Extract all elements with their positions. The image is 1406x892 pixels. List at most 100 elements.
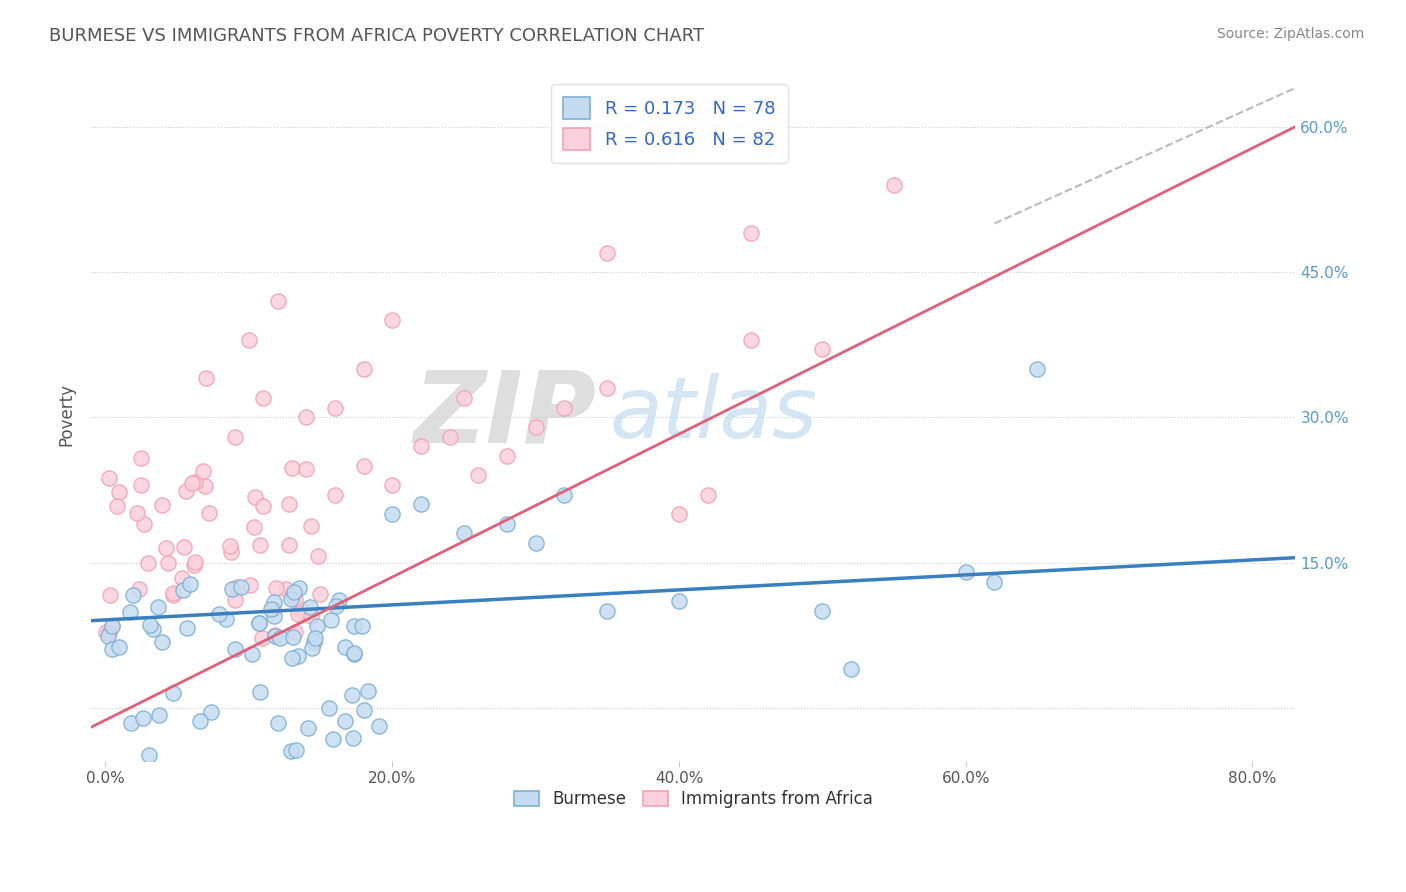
Point: [524, 536, 547, 550]
Point: [353, 361, 375, 376]
Point: [284, 592, 307, 607]
Point: [136, 556, 159, 570]
Point: [224, 642, 246, 657]
Point: [278, 497, 301, 511]
Point: [350, 619, 373, 633]
Point: [263, 595, 285, 609]
Point: [335, 640, 357, 654]
Point: [194, 479, 217, 493]
Point: [297, 721, 319, 735]
Point: [305, 618, 328, 632]
Point: [94, 625, 117, 640]
Point: [219, 539, 242, 553]
Point: [301, 640, 323, 655]
Point: [983, 574, 1005, 589]
Point: [295, 410, 318, 425]
Point: [453, 391, 475, 405]
Point: [252, 631, 274, 645]
Point: [1026, 361, 1049, 376]
Point: [240, 647, 263, 661]
Point: [249, 538, 271, 552]
Text: Source: ZipAtlas.com: Source: ZipAtlas.com: [1216, 27, 1364, 41]
Point: [367, 719, 389, 733]
Point: [108, 485, 131, 500]
Point: [198, 506, 221, 520]
Point: [343, 648, 366, 662]
Point: [138, 618, 160, 632]
Point: [150, 498, 173, 512]
Point: [267, 716, 290, 731]
Point: [281, 460, 304, 475]
Point: [174, 483, 197, 498]
Point: [287, 607, 309, 621]
Point: [243, 520, 266, 534]
Point: [247, 615, 270, 630]
Point: [955, 565, 977, 579]
Point: [496, 449, 519, 463]
Point: [263, 609, 285, 624]
Point: [298, 599, 321, 614]
Point: [295, 462, 318, 476]
Point: [142, 622, 165, 636]
Point: [280, 744, 302, 758]
Point: [264, 628, 287, 642]
Point: [381, 313, 404, 327]
Point: [101, 642, 124, 657]
Text: atlas: atlas: [609, 373, 817, 457]
Point: [553, 488, 575, 502]
Point: [269, 632, 291, 646]
Point: [224, 429, 246, 443]
Point: [156, 556, 179, 570]
Point: [243, 490, 266, 504]
Point: [221, 545, 243, 559]
Point: [668, 507, 690, 521]
Point: [247, 615, 270, 630]
Point: [668, 594, 690, 608]
Point: [101, 619, 124, 633]
Point: [285, 742, 308, 756]
Point: [811, 343, 834, 357]
Point: [281, 588, 304, 602]
Point: [281, 651, 304, 665]
Point: [128, 582, 150, 596]
Point: [409, 439, 432, 453]
Point: [122, 588, 145, 602]
Point: [696, 488, 718, 502]
Point: [183, 555, 205, 569]
Point: [453, 526, 475, 541]
Point: [148, 600, 170, 615]
Point: [524, 420, 547, 434]
Point: [323, 488, 346, 502]
Point: [262, 602, 284, 616]
Point: [162, 686, 184, 700]
Point: [224, 593, 246, 607]
Point: [287, 648, 309, 663]
Point: [353, 703, 375, 717]
Point: [342, 731, 364, 746]
Point: [284, 624, 307, 639]
Point: [553, 401, 575, 415]
Point: [381, 507, 404, 521]
Point: [179, 577, 201, 591]
Point: [188, 714, 211, 729]
Y-axis label: Poverty: Poverty: [58, 384, 75, 446]
Point: [319, 613, 342, 627]
Point: [299, 608, 322, 623]
Point: [101, 619, 124, 633]
Point: [596, 245, 619, 260]
Point: [252, 499, 274, 513]
Point: [162, 587, 184, 601]
Point: [283, 630, 305, 644]
Point: [283, 584, 305, 599]
Point: [353, 458, 375, 473]
Point: [155, 541, 177, 556]
Point: [183, 558, 205, 572]
Point: [225, 580, 247, 594]
Point: [308, 586, 330, 600]
Point: [129, 478, 152, 492]
Point: [322, 732, 344, 747]
Point: [249, 685, 271, 699]
Point: [409, 497, 432, 511]
Point: [108, 640, 131, 654]
Point: [740, 226, 762, 240]
